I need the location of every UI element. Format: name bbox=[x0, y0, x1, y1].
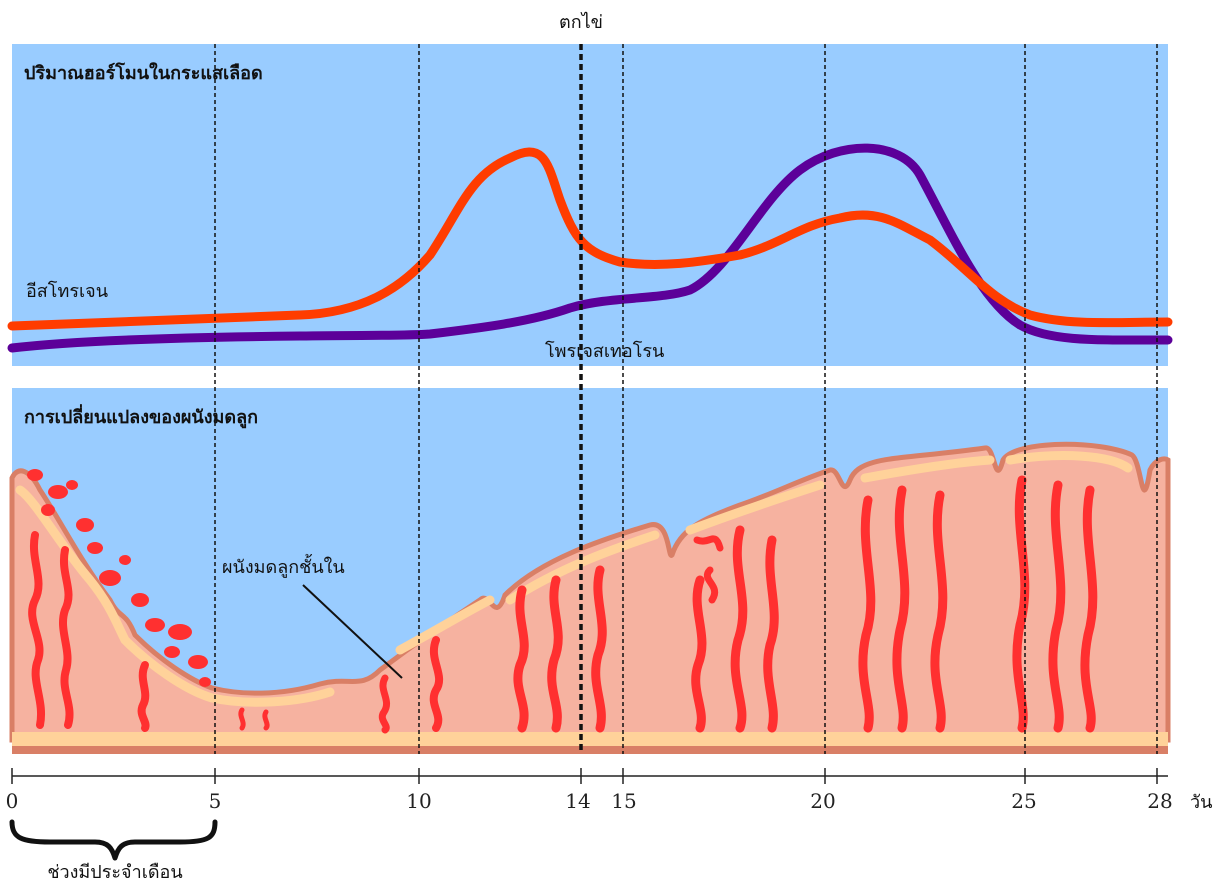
uterus-panel-title: การเปลี่ยนแปลงของผนังมดลูก bbox=[24, 404, 258, 429]
shedding-fragments bbox=[27, 469, 211, 687]
menstruation-brace bbox=[9, 819, 218, 861]
hormone-panel-title: ปริมาณฮอร์โมนในกระแสเลือด bbox=[24, 62, 263, 84]
tick-label-0: 0 bbox=[6, 789, 19, 813]
tick-label-14: 14 bbox=[565, 789, 590, 813]
hormone-panel: ปริมาณฮอร์โมนในกระแสเลือด อีสโทรเจน โพรเ… bbox=[7, 44, 1173, 366]
tick-label-5: 5 bbox=[209, 789, 222, 813]
tick-label-20: 20 bbox=[810, 789, 835, 813]
tick-label-28: 28 bbox=[1147, 789, 1172, 813]
axis-unit-label: วัน bbox=[1190, 792, 1212, 813]
uterus-panel: การเปลี่ยนแปลงของผนังมดลูก ผนังมดลูกชั้น… bbox=[9, 388, 1171, 754]
day-axis: 0 5 10 14 15 20 25 28 วัน bbox=[6, 768, 1212, 813]
endometrium-tissue bbox=[9, 441, 1171, 743]
tick-label-10: 10 bbox=[406, 789, 431, 813]
tick-label-15: 15 bbox=[611, 789, 636, 813]
blood-vessels bbox=[28, 475, 1098, 734]
hormone-panel-background bbox=[12, 44, 1168, 366]
estrogen-curve bbox=[7, 147, 1173, 331]
endometrium-pointer-line bbox=[302, 584, 403, 679]
ovulation-label: ตกไข่ bbox=[559, 11, 603, 33]
day-gridlines bbox=[214, 44, 1158, 754]
basal-layer-edge bbox=[12, 746, 1168, 754]
endometrium-inner-outline bbox=[15, 451, 1133, 707]
basal-layer bbox=[12, 732, 1168, 746]
tick-label-25: 25 bbox=[1011, 789, 1036, 813]
progesterone-label: โพรเจสเทอโรน bbox=[545, 340, 664, 362]
endometrium-label: ผนังมดลูกชั้นใน bbox=[222, 554, 345, 578]
menstruation-label: ช่วงมีประจำเดือน bbox=[47, 862, 182, 883]
estrogen-label: อีสโทรเจน bbox=[26, 280, 108, 302]
